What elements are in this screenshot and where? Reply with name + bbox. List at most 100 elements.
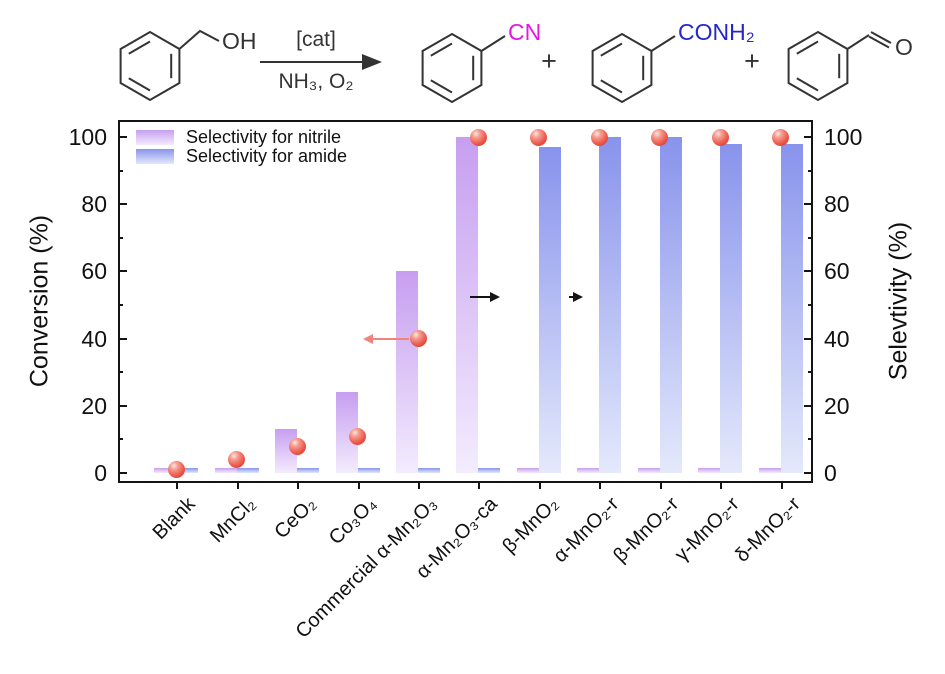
conversion-marker <box>349 427 367 445</box>
molecule-benzamide: CONH₂ <box>591 19 755 104</box>
legend: Selectivity for nitrile Selectivity for … <box>136 127 347 166</box>
category-group <box>146 137 206 479</box>
nitrile-label: CN <box>508 19 541 45</box>
category-group <box>509 128 569 473</box>
nitrile-swatch <box>136 130 174 145</box>
y-tick <box>118 337 127 340</box>
y-tick-label: 0 <box>824 460 837 486</box>
amide-selectivity-bar <box>176 467 199 473</box>
aldehyde-oxygen-label: O <box>895 34 913 60</box>
amide-selectivity-bar <box>599 137 622 473</box>
nitrile-selectivity-bar <box>396 271 419 473</box>
y-tick-label: 100 <box>68 124 107 150</box>
x-category-label: MnCl₂ <box>206 493 261 548</box>
conversion-marker <box>167 461 185 479</box>
y-tick-label: 0 <box>94 460 107 486</box>
y-tick <box>808 371 813 374</box>
y-tick <box>804 472 813 474</box>
left-axis-pointer-arrow <box>363 333 410 344</box>
plot-area: Blank MnCl₂ CeO₂ Co₃O₄ Commercial α-Mn₂O₃ α-M… <box>69 120 862 643</box>
nitrile-selectivity-bar <box>335 392 358 473</box>
category-group <box>751 128 811 473</box>
y-tick <box>804 270 813 273</box>
y-tick-label: 100 <box>824 124 863 150</box>
amide-selectivity-bar <box>538 147 561 473</box>
y-tick <box>804 136 813 138</box>
right-axis-pointer-arrow <box>569 291 584 302</box>
y-tick-label: 60 <box>824 258 850 285</box>
y-tick-label: 80 <box>824 191 850 218</box>
x-tick <box>720 481 723 489</box>
y-tick <box>118 236 123 239</box>
nitrile-selectivity-bar <box>214 467 237 473</box>
y-tick <box>118 404 127 407</box>
x-tick <box>478 481 481 489</box>
nitrile-selectivity-bar <box>698 467 721 473</box>
x-category: δ-MnO₂-r <box>731 481 811 661</box>
y-tick <box>118 304 123 306</box>
amide-selectivity-bar <box>236 467 259 473</box>
x-category: Co₃O₄ <box>324 481 387 661</box>
x-category-label: Co₃O₄ <box>324 493 382 550</box>
x-category: α-Mn₂O₃-ca <box>412 481 508 661</box>
catalyst-label: [cat] <box>296 28 336 51</box>
x-tick <box>780 481 783 489</box>
x-tick <box>357 481 360 489</box>
category-group <box>690 128 750 473</box>
category-group <box>267 137 327 473</box>
y-tick-label: 60 <box>81 258 107 285</box>
amide-selectivity-bar <box>780 143 803 473</box>
x-tick <box>599 481 602 489</box>
x-tick <box>176 481 179 489</box>
category-group <box>327 137 387 473</box>
y-tick <box>808 304 813 306</box>
hydroxyl-label: OH <box>222 28 257 54</box>
nitrile-selectivity-bar <box>154 467 177 473</box>
x-category: β-MnO₂-r <box>609 481 690 661</box>
x-category: α-MnO₂-r <box>549 481 629 661</box>
x-category: CeO₂ <box>267 481 327 661</box>
category-group <box>363 137 448 473</box>
x-category: Blank <box>146 481 206 661</box>
reaction-arrow: [cat] NH₃, O₂ <box>260 28 382 93</box>
nitrile-selectivity-bar <box>577 467 600 473</box>
x-category: MnCl₂ <box>206 481 266 661</box>
plus-sign: + <box>541 46 557 76</box>
amide-selectivity-bar <box>659 137 682 473</box>
plus-sign: + <box>744 46 760 76</box>
molecule-benzaldehyde: O <box>787 30 913 102</box>
y-tick <box>118 472 127 474</box>
amide-selectivity-bar <box>720 143 743 473</box>
y-tick-label: 20 <box>81 392 107 419</box>
x-tick <box>418 481 421 489</box>
y-tick-label: 40 <box>81 325 107 352</box>
category-group <box>630 128 690 473</box>
amide-selectivity-bar <box>478 467 501 473</box>
category-group <box>206 137 266 473</box>
conversion-marker <box>228 451 246 469</box>
conversion-marker <box>590 128 608 146</box>
x-tick <box>659 481 662 489</box>
left-axis-title: Conversion (%) <box>25 214 54 388</box>
category-group <box>569 128 629 473</box>
right-axis-title: Selevtivity (%) <box>884 221 913 381</box>
amide-selectivity-bar <box>297 467 320 473</box>
y-tick-label: 20 <box>824 392 850 419</box>
legend-label-nitrile: Selectivity for nitrile <box>186 127 342 147</box>
x-axis: Blank MnCl₂ CeO₂ Co₃O₄ Commercial α-Mn₂O₃ α-M… <box>120 481 811 661</box>
amide-selectivity-bar <box>418 467 441 473</box>
x-tick <box>236 481 239 489</box>
y-tick <box>804 404 813 407</box>
y-tick <box>808 236 813 239</box>
y-tick <box>118 270 127 273</box>
conditions-label: NH₃, O₂ <box>278 70 353 93</box>
conversion-marker <box>288 437 306 455</box>
legend-item-nitrile: Selectivity for nitrile <box>136 127 347 147</box>
y-tick <box>118 169 123 172</box>
molecule-benzonitrile: CN <box>421 19 541 104</box>
nitrile-selectivity-bar <box>516 467 539 473</box>
bars-area <box>120 128 811 479</box>
nitrile-selectivity-bar <box>758 467 781 473</box>
x-tick <box>297 481 300 489</box>
